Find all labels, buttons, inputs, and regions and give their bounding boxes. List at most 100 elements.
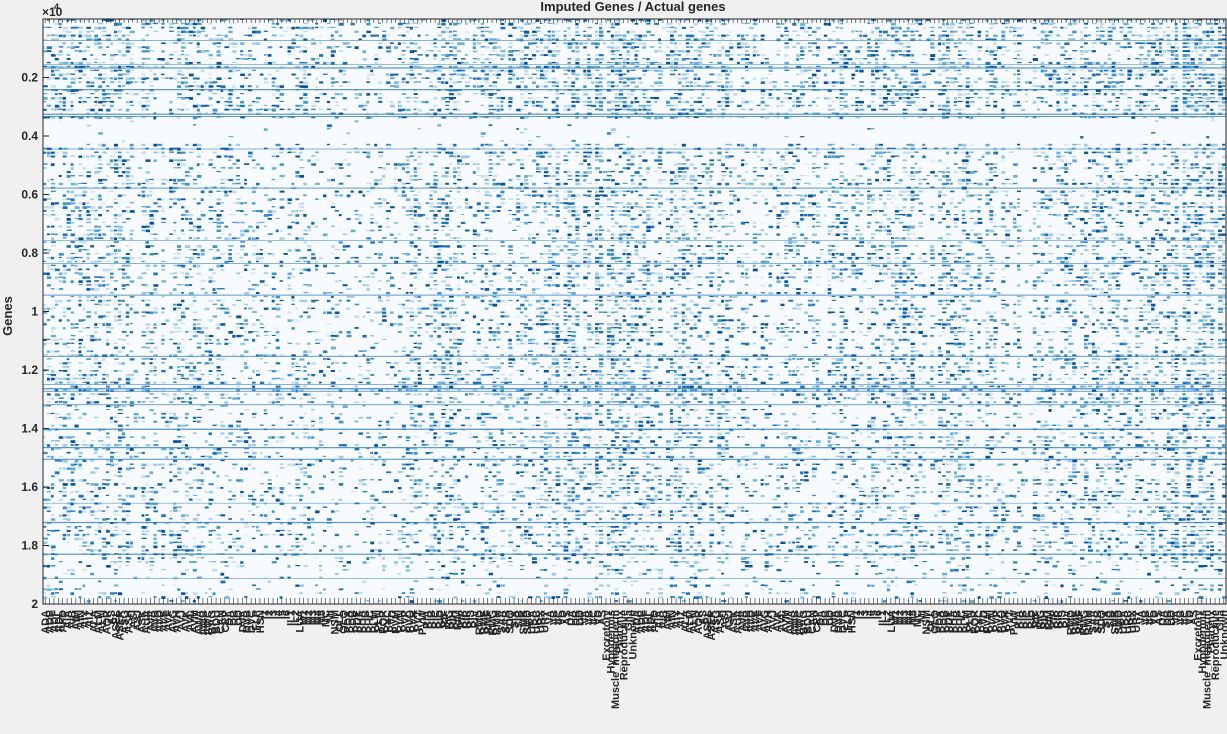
heatmap-cell: [117, 405, 121, 407]
heatmap-cell: [409, 206, 413, 209]
heatmap-cell: [113, 30, 118, 34]
heatmap-cell: [181, 592, 186, 595]
heatmap-cell: [121, 139, 125, 143]
heatmap-cell: [449, 30, 453, 33]
heatmap-cell: [70, 338, 75, 340]
heatmap-cell: [255, 100, 260, 104]
heatmap-cell: [429, 354, 435, 357]
heatmap-cell: [82, 307, 86, 311]
heatmap-cell: [50, 377, 55, 381]
heatmap-cell: [378, 46, 383, 49]
heatmap-cell: [113, 592, 118, 595]
heatmap-cell: [177, 73, 183, 75]
heatmap-cell: [488, 549, 492, 553]
heatmap-cell: [445, 26, 450, 29]
heatmap-cell: [295, 65, 300, 69]
heatmap-cell: [393, 221, 399, 224]
heatmap-cell: [54, 217, 60, 221]
heatmap-cell: [196, 342, 202, 345]
heatmap-cell: [275, 155, 280, 158]
heatmap-cell: [54, 299, 59, 303]
heatmap-cell: [125, 69, 131, 73]
heatmap-cell: [496, 299, 501, 303]
heatmap-cell: [315, 225, 318, 228]
heatmap-cell: [362, 354, 366, 356]
heatmap-cell: [181, 30, 186, 33]
heatmap-cell: [405, 299, 411, 302]
heatmap-cell: [330, 85, 335, 87]
heatmap-cell: [362, 377, 368, 380]
heatmap-cell: [149, 490, 154, 493]
heatmap-cell: [208, 210, 213, 212]
heatmap-cell: [390, 104, 395, 108]
heatmap-cell: [252, 229, 256, 233]
heatmap-cell: [441, 366, 446, 369]
heatmap-cell: [98, 303, 102, 306]
heatmap-cell: [315, 510, 320, 514]
heatmap-cell: [267, 354, 272, 356]
heatmap-cell: [106, 529, 110, 533]
heatmap-cell: [196, 479, 201, 482]
heatmap-cell: [303, 100, 308, 104]
heatmap-cell: [177, 30, 181, 33]
heatmap-cell: [58, 272, 63, 276]
heatmap-cell: [106, 342, 110, 346]
heatmap-cell: [204, 467, 210, 470]
heatmap-cell: [279, 487, 285, 490]
heatmap-cell: [488, 327, 492, 330]
heatmap-cell: [98, 323, 102, 325]
heatmap-cell: [255, 163, 260, 166]
heatmap-cell: [287, 498, 291, 500]
heatmap-cell: [106, 479, 111, 481]
heatmap-cell: [311, 38, 315, 40]
heatmap-cell: [98, 143, 103, 147]
heatmap-cell: [50, 448, 55, 451]
heatmap-cell: [382, 38, 387, 41]
heatmap-cell: [129, 182, 135, 184]
heatmap-cell: [86, 288, 91, 291]
heatmap-cell: [204, 85, 209, 88]
heatmap-cell: [62, 490, 68, 494]
heatmap-cell: [161, 487, 166, 489]
heatmap-cell: [287, 373, 293, 377]
heatmap-cell: [192, 85, 198, 87]
heatmap-cell: [78, 319, 83, 322]
heatmap-cell: [102, 81, 105, 84]
heatmap-cell: [397, 104, 403, 108]
heatmap-cell: [445, 350, 450, 354]
heatmap-cell: [362, 580, 367, 584]
heatmap-cell: [437, 264, 442, 268]
heatmap-cell: [386, 217, 390, 220]
heatmap-cell: [472, 451, 477, 453]
heatmap-cell: [417, 163, 423, 165]
heatmap-cell: [196, 272, 202, 276]
heatmap-cell: [429, 151, 434, 153]
heatmap-cell: [445, 54, 450, 57]
heatmap-cell: [303, 385, 307, 388]
heatmap-cell: [441, 260, 445, 263]
heatmap-cell: [240, 436, 244, 439]
heatmap-cell: [429, 568, 435, 571]
heatmap-cell: [445, 424, 450, 428]
heatmap-cell: [476, 533, 480, 535]
heatmap-cell: [358, 381, 363, 384]
heatmap-cell: [457, 69, 462, 72]
heatmap-cell: [437, 541, 441, 545]
heatmap-cell: [299, 416, 304, 419]
heatmap-cell: [401, 354, 407, 356]
heatmap-cell: [433, 175, 438, 177]
heatmap-cell: [106, 405, 111, 408]
heatmap-cell: [216, 50, 221, 54]
heatmap-cell: [476, 377, 481, 381]
heatmap-cell: [362, 108, 367, 111]
heatmap-cell: [311, 253, 315, 256]
heatmap-cell: [141, 81, 145, 84]
heatmap-cell: [94, 264, 98, 267]
heatmap-cell: [86, 65, 90, 67]
heatmap-cell: [457, 167, 460, 169]
heatmap-cell: [82, 381, 88, 383]
heatmap-cell: [228, 30, 233, 34]
heatmap-cell: [54, 58, 59, 61]
heatmap-cell: [449, 77, 453, 81]
heatmap-cell: [58, 73, 64, 77]
